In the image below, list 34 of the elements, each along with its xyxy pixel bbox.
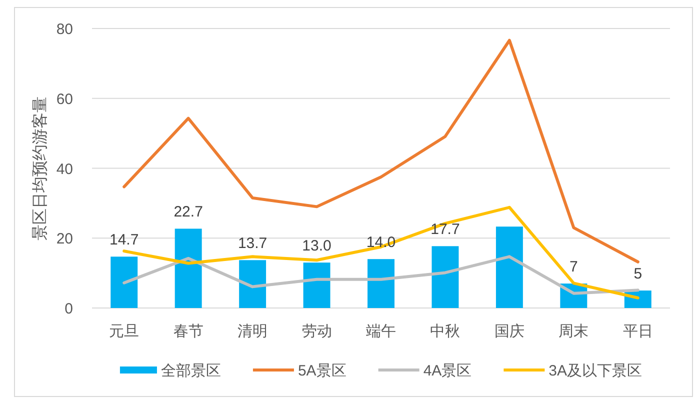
x-tick-label: 春节 (173, 323, 204, 340)
bar (368, 259, 394, 308)
data-label: 17.7 (430, 221, 460, 238)
x-tick-label: 劳动 (302, 323, 332, 340)
y-axis-title: 景区日均预约游客量 (31, 96, 49, 240)
bar (303, 262, 330, 308)
data-label: 22.7 (174, 204, 203, 221)
x-tick-label: 清明 (238, 323, 268, 340)
data-label: 5 (634, 266, 642, 283)
legend-label: 3A及以下景区 (548, 362, 642, 380)
data-label: 7 (569, 258, 578, 276)
legend-label: 5A景区 (298, 362, 346, 380)
y-tick-label: 40 (56, 160, 73, 178)
y-tick-label: 60 (56, 90, 73, 108)
bar (239, 260, 266, 308)
x-tick-label: 端午 (366, 323, 396, 340)
x-tick-label: 周末 (558, 323, 589, 340)
y-tick-label: 20 (56, 230, 73, 248)
legend-label: 4A景区 (423, 362, 472, 380)
bar (174, 228, 202, 308)
x-tick-label: 元旦 (109, 323, 140, 340)
bar (496, 226, 523, 308)
x-tick-label: 国庆 (494, 323, 524, 340)
line-series (122, 255, 640, 295)
bar (110, 256, 138, 308)
y-tick-label: 0 (64, 300, 73, 318)
x-tick-label: 中秋 (430, 323, 460, 340)
data-label: 13.7 (238, 235, 268, 252)
data-label: 14.7 (110, 232, 139, 249)
data-label: 13.0 (302, 238, 332, 255)
y-tick-label: 80 (56, 21, 73, 38)
bar (432, 246, 459, 308)
legend-label: 全部景区 (160, 362, 221, 380)
x-tick-label: 平日 (622, 323, 653, 340)
